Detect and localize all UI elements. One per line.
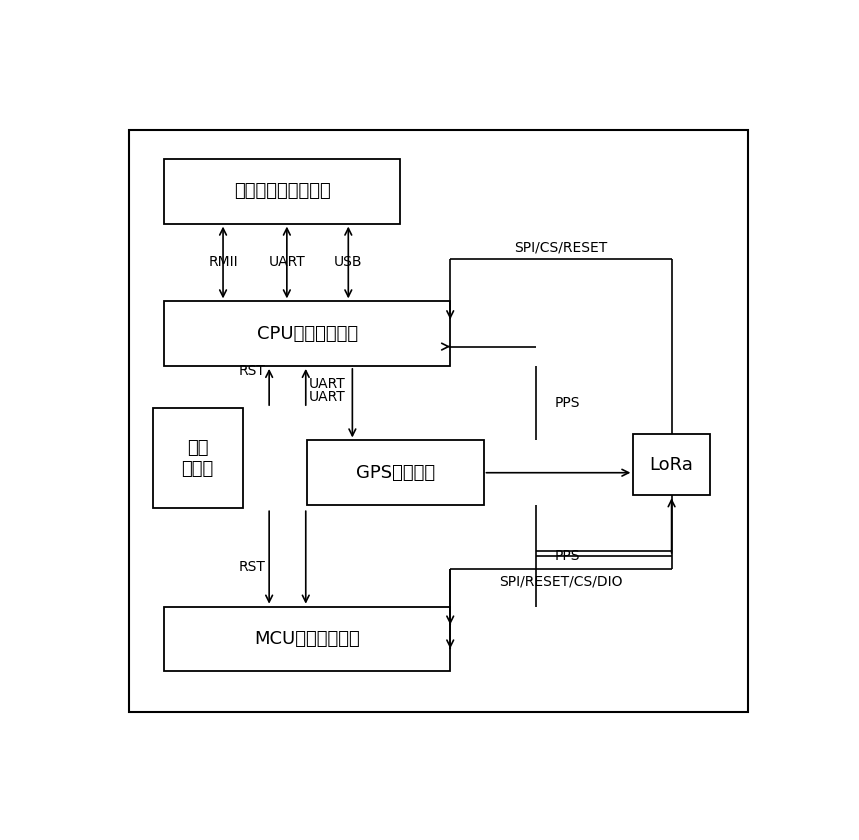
Text: PPS: PPS xyxy=(555,549,580,563)
Text: RST: RST xyxy=(239,364,265,378)
Text: CPU核心处理单元: CPU核心处理单元 xyxy=(257,324,357,343)
Text: RMII: RMII xyxy=(208,255,238,270)
Text: GPS定位单元: GPS定位单元 xyxy=(356,464,435,481)
Text: SPI/CS/RESET: SPI/CS/RESET xyxy=(515,240,607,255)
Text: 硬件
看门狗: 硬件 看门狗 xyxy=(181,438,214,478)
Text: 有线网卡、无线网卡: 有线网卡、无线网卡 xyxy=(234,182,331,201)
Text: UART: UART xyxy=(269,255,305,270)
Text: UART: UART xyxy=(309,390,345,404)
Bar xyxy=(164,302,450,366)
Text: LoRa: LoRa xyxy=(649,455,693,474)
Bar xyxy=(164,606,450,671)
Text: MCU核心处理单元: MCU核心处理单元 xyxy=(254,630,360,648)
Text: PPS: PPS xyxy=(555,396,580,410)
Text: USB: USB xyxy=(334,255,362,270)
Bar xyxy=(164,159,400,223)
Text: RST: RST xyxy=(239,560,265,575)
Bar xyxy=(153,408,242,508)
Bar xyxy=(633,434,710,496)
Bar xyxy=(308,440,484,505)
Text: SPI/RESET/CS/DIO: SPI/RESET/CS/DIO xyxy=(499,575,623,589)
Text: UART: UART xyxy=(309,377,346,391)
